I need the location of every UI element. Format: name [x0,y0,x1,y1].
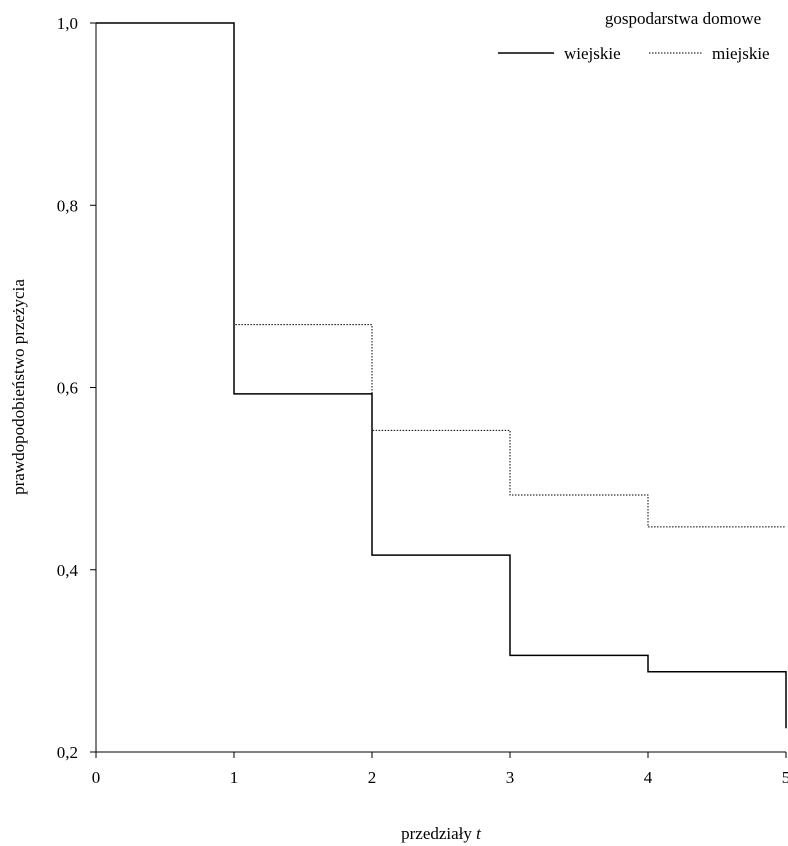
x-tick-label: 4 [644,768,653,787]
x-tick-label: 2 [368,768,377,787]
legend-title: gospodarstwa domowe [605,9,761,28]
y-tick-label: 1,0 [57,14,78,33]
x-tick-label: 0 [92,768,101,787]
x-axis-label: przedziały t [401,824,482,843]
series-line-miejskie [96,22,786,528]
x-axis-label-text: przedziały [401,824,472,843]
x-tick-label: 5 [782,768,788,787]
x-tick-label: 3 [506,768,515,787]
axes: 0,2 0,4 0,6 0,8 1,0 0 1 2 3 4 5 [57,14,788,787]
y-axis-label: prawdopodobieństwo przeżycia [9,279,28,495]
y-tick-label: 0,6 [57,379,78,398]
x-tick-label: 1 [230,768,239,787]
legend-label-wiejskie: wiejskie [564,44,621,63]
y-tick-label: 0,8 [57,196,78,215]
plot-series [96,22,787,729]
legend: gospodarstwa domowe wiejskie miejskie [498,9,770,63]
series-line-wiejskie [96,22,787,729]
y-tick-label: 0,4 [57,561,79,580]
legend-label-miejskie: miejskie [712,44,770,63]
x-axis-label-variable: t [476,824,482,843]
y-tick-label: 0,2 [57,743,78,762]
